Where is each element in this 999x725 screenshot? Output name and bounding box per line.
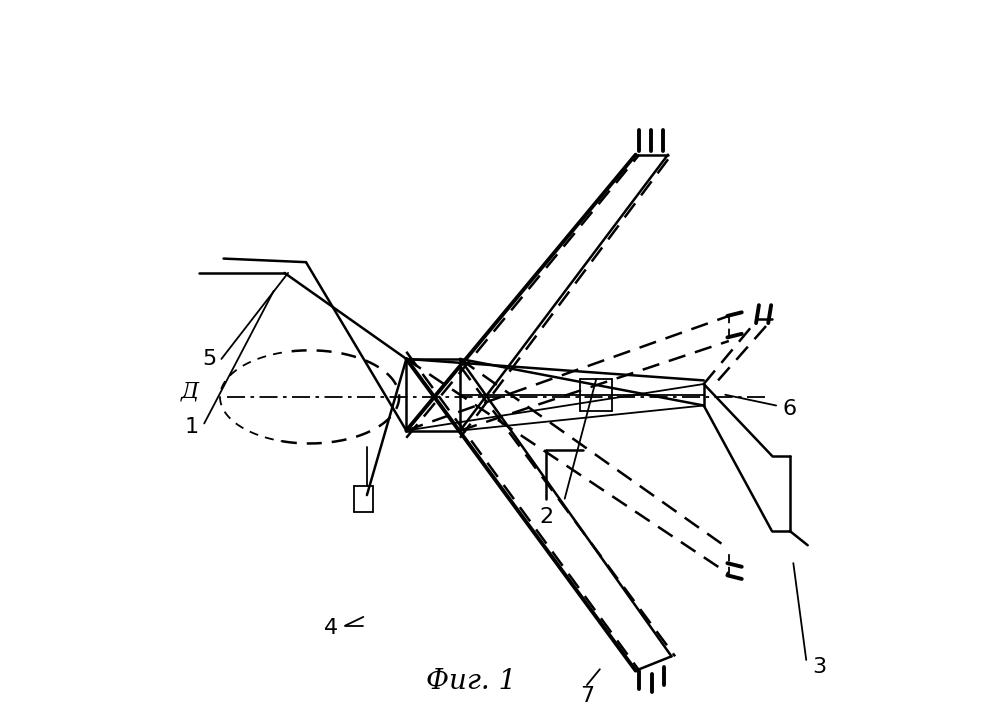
- Text: 7: 7: [579, 686, 594, 705]
- Text: 1: 1: [184, 417, 199, 437]
- Text: Фиг. 1: Фиг. 1: [426, 668, 515, 695]
- Text: 6: 6: [782, 399, 797, 419]
- Text: 5: 5: [202, 349, 217, 369]
- Text: 3: 3: [812, 657, 826, 677]
- Text: Д: Д: [181, 380, 199, 402]
- Text: 4: 4: [324, 618, 338, 638]
- Text: 2: 2: [539, 507, 553, 526]
